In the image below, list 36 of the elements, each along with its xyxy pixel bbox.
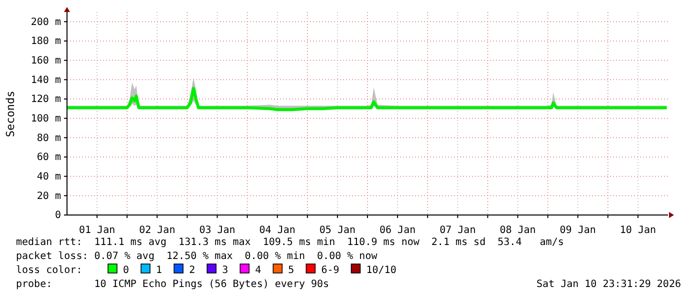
text: loss color: xyxy=(16,265,82,276)
x-tick-label: 08 Jan xyxy=(500,225,536,236)
y-axis-title: Seconds xyxy=(4,90,17,138)
x-tick-label: 05 Jan xyxy=(319,225,356,236)
y-tick-label: 100 m xyxy=(30,114,61,125)
x-tick-label: 09 Jan xyxy=(560,225,596,236)
y-tick-label: 120 m xyxy=(30,94,61,106)
x-tick-label: 02 Jan xyxy=(139,225,176,236)
y-tick-label: 160 m xyxy=(30,56,61,67)
y-tick-label: 40 m xyxy=(36,172,61,183)
x-tick-label: 03 Jan xyxy=(199,225,236,236)
text: 10/10 xyxy=(366,265,396,276)
text: 2 xyxy=(189,265,196,276)
text: packet loss: 0.07 % avg 12.50 % max 0.00 % min 0.00 % now xyxy=(16,251,378,262)
text: 0 xyxy=(123,265,130,276)
text: 5 xyxy=(288,265,294,276)
text: Sat Jan 10 23:31:29 2026 xyxy=(536,279,681,290)
y-tick-label: 200 m xyxy=(30,16,61,28)
text: 3 xyxy=(222,265,228,276)
text: 1 xyxy=(156,265,162,276)
x-tick-label: 06 Jan xyxy=(379,225,416,236)
line-series xyxy=(66,86,668,112)
y-tick-label: 0 xyxy=(54,210,61,222)
x-tick-label: 10 Jan xyxy=(620,225,656,236)
text: 4 xyxy=(255,265,262,276)
text: probe: 10 ICMP Echo Pings (56 Bytes) every 90s xyxy=(16,279,330,290)
y-tick-label: 140 m xyxy=(30,74,61,86)
y-tick-label: 20 m xyxy=(36,190,61,202)
x-tick-label: 07 Jan xyxy=(440,225,476,236)
text: median rtt: 111.1 ms avg 131.3 ms max 109.5 ms min 110.9 ms now 2.1 ms sd 53.4 am/s xyxy=(16,237,564,248)
text: 6-9 xyxy=(321,265,340,276)
y-tick-label: 60 m xyxy=(36,152,61,164)
y-tick-label: 180 m xyxy=(30,36,61,48)
y-tick-label: 80 m xyxy=(36,132,61,144)
x-tick-label: 04 Jan xyxy=(259,225,296,236)
x-tick-label: 01 Jan xyxy=(78,225,116,236)
